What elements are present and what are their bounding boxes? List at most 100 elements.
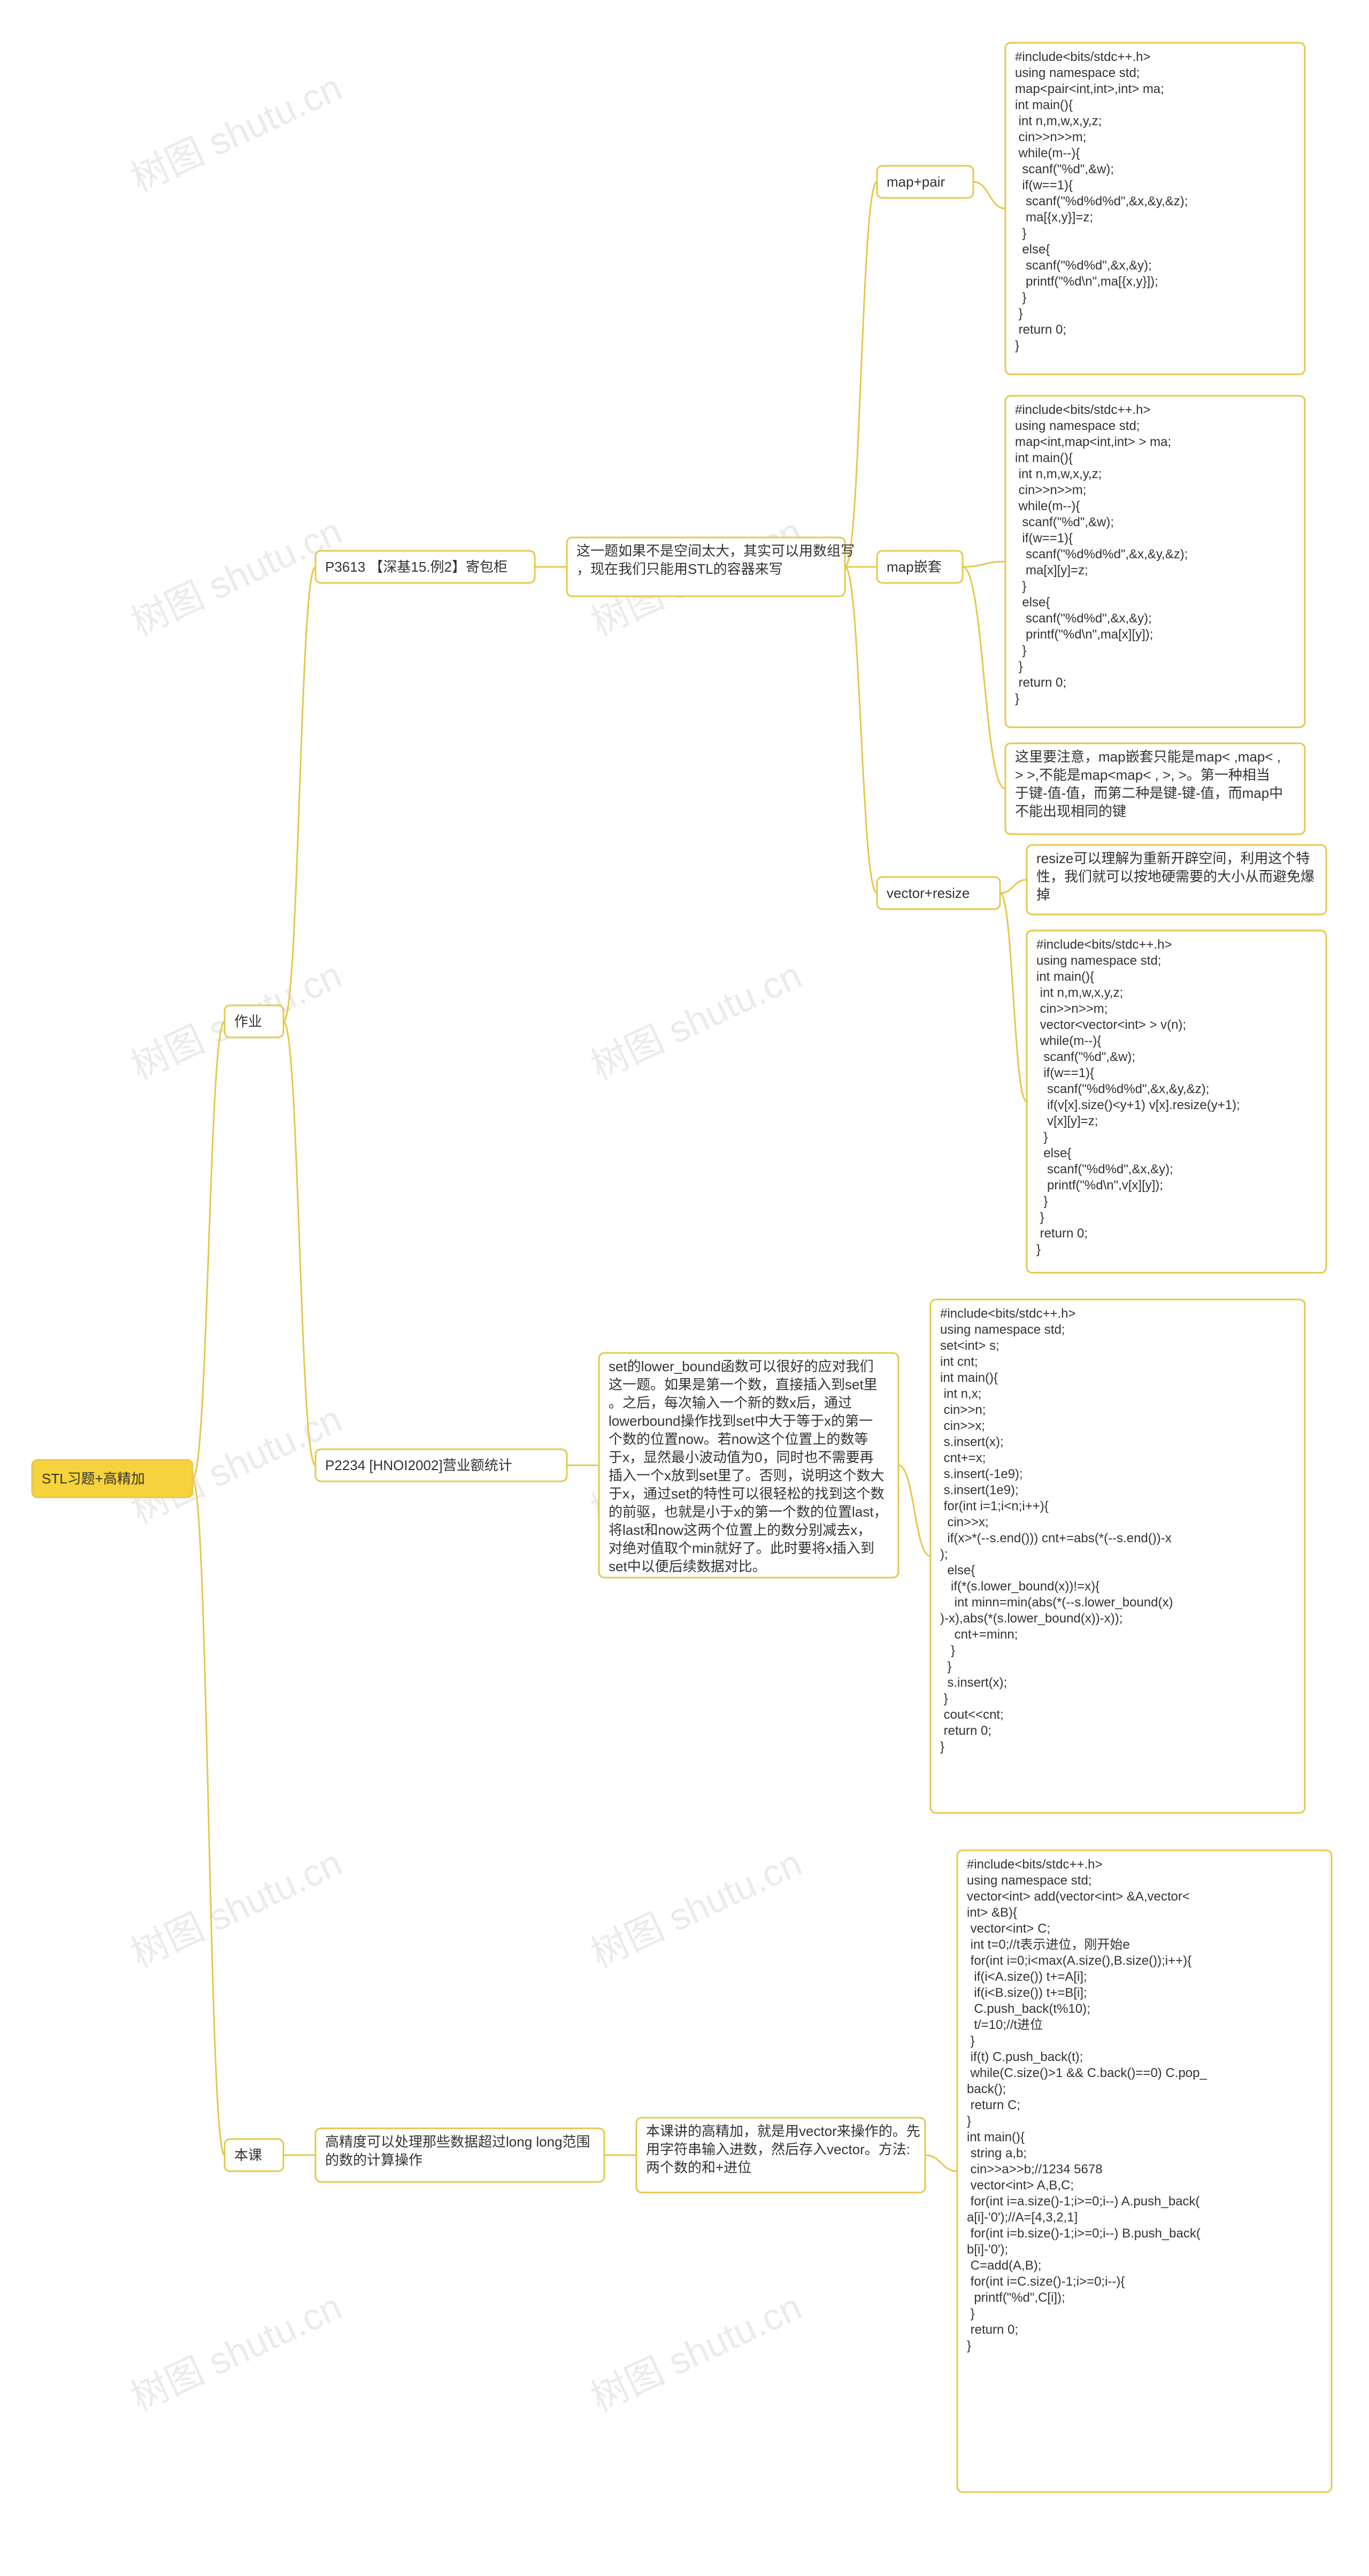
node-line: 本课讲的高精加，就是用vector来操作的。先 [646,2123,920,2139]
code-line: scanf("%d%d%d",&x,&y,&z); [1015,547,1188,562]
edge [283,567,316,1021]
node-line: 高精度可以处理那些数据超过long long范围 [325,2134,590,2150]
edge [898,1465,930,1556]
code-line: cin>>x; [940,1419,985,1433]
code-line: ma[{x,y}]=z; [1015,210,1093,225]
node-code_mp: #include<bits/stdc++.h>using namespace s… [1005,43,1305,374]
code-line: if(w==1){ [1015,531,1073,545]
code-line: int n,m,w,x,y,z; [1015,114,1102,128]
node-line: 这里要注意，map嵌套只能是map< ,map< , [1015,749,1281,765]
code-line: vector<int> C; [967,1921,1050,1936]
code-line: int main(){ [940,1371,998,1385]
code-line: } [1036,1194,1048,1209]
node-line: 插入一个x放到set里了。否则，说明这个数大 [609,1467,885,1483]
code-line: cin>>a>>b;//1234 5678 [967,2162,1103,2177]
code-line: int main(){ [1036,970,1094,984]
node-label: map嵌套 [887,559,942,575]
node-hp_d2: 本课讲的高精加，就是用vector来操作的。先用字符串输入进数，然后存入vect… [636,2118,925,2193]
code-line: if(i<B.size()) t+=B[i]; [967,1986,1087,2000]
code-line: } [1015,290,1026,305]
node-map_nest: map嵌套 [877,551,963,583]
code-line: } [1036,1242,1041,1257]
code-line: if(w==1){ [1036,1066,1094,1080]
node-p2234: P2234 [HNOI2002]营业额统计 [316,1449,567,1481]
watermark-text: 树图 shutu.cn [584,1842,807,1975]
node-root: STL习题+高精加 [32,1460,193,1497]
code-line: cin>>n; [940,1403,986,1417]
code-line: vector<int> add(vector<int> &A,vector< [967,1889,1190,1904]
code-line: t/=10;//t进位 [967,2018,1043,2032]
code-line: cin>>n>>m; [1015,483,1086,497]
edge [845,182,877,567]
code-line: map<pair<int,int>,int> ma; [1015,82,1164,96]
code-line: string a,b; [967,2146,1027,2160]
code-line: if(*(s.lower_bound(x))!=x){ [940,1579,1099,1594]
code-line: else{ [940,1563,975,1578]
code-line: } [940,1659,951,1674]
node-label: 本课 [234,2147,262,2163]
code-line: set<int> s; [940,1339,999,1353]
watermark-text: 树图 shutu.cn [125,2286,348,2419]
code-line: C=add(A,B); [967,2258,1041,2273]
watermark-text: 树图 shutu.cn [125,66,348,200]
code-line: a[i]-'0');//A=[4,3,2,1] [967,2210,1078,2225]
code-line: } [1036,1130,1048,1144]
code-line: return 0; [1036,1226,1088,1241]
code-line: scanf("%d%d",&x,&y); [1036,1162,1173,1176]
code-line: #include<bits/stdc++.h> [967,1857,1103,1872]
node-line: 性，我们就可以按地硬需要的大小从而避免爆 [1036,868,1314,885]
node-line: 。之后，每次输入一个新的数x后，通过 [609,1395,852,1411]
edge [193,1021,225,1479]
node-hp_d: 高精度可以处理那些数据超过long long范围的数的计算操作 [316,2128,604,2182]
code-line: int n,m,w,x,y,z; [1036,986,1123,1000]
code-line: map<int,map<int,int> > ma; [1015,435,1171,449]
code-line: )-x),abs(*(s.lower_bound(x))-x)); [940,1611,1122,1626]
code-line: if(i<A.size()) t+=A[i]; [967,1970,1087,1984]
node-label: map+pair [887,174,945,190]
node-map_pair: map+pair [877,166,973,198]
node-label: vector+resize [887,885,970,901]
code-line: } [1015,306,1023,321]
watermark-text: 树图 shutu.cn [584,954,807,1088]
code-line: using namespace std; [1015,419,1140,433]
node-note_mn: 这里要注意，map嵌套只能是map< ,map< ,> >,不能是map<map… [1005,743,1305,834]
edge [283,1021,316,1465]
code-line: if(v[x].size()<y+1) v[x].resize(y+1); [1036,1098,1240,1112]
code-line: scanf("%d%d",&x,&y); [1015,611,1152,626]
node-line: 这一题如果不是空间太大，其实可以用数组写 [576,543,855,559]
code-line: return 0; [940,1724,991,1738]
code-line: printf("%d",C[i]); [967,2290,1065,2305]
code-line: s.insert(x); [940,1435,1004,1449]
code-line: } [1015,691,1019,706]
code-line: for(int i=0;i<max(A.size(),B.size());i++… [967,1954,1191,1968]
code-line: int n,m,w,x,y,z; [1015,467,1102,481]
code-line: back(); [967,2082,1006,2096]
node-p3613_d: 这一题如果不是空间太大，其实可以用数组写，现在我们只能用STL的容器来写 [567,537,855,596]
node-line: 用字符串输入进数，然后存入vector。方法: [646,2141,910,2157]
node-code_p2234: #include<bits/stdc++.h>using namespace s… [930,1299,1305,1813]
node-line: 两个数的和+进位 [646,2159,751,2175]
code-line: } [967,2114,971,2128]
code-line: int cnt; [940,1355,978,1369]
code-line: return 0; [967,2323,1018,2337]
code-line: printf("%d\n",ma[{x,y}]); [1015,274,1158,289]
node-line: 对绝对值取个min就好了。此时要将x插入到 [609,1540,874,1556]
code-line: } [1036,1210,1044,1225]
node-label: P2234 [HNOI2002]营业额统计 [325,1457,512,1473]
code-line: else{ [1015,242,1050,257]
code-line: #include<bits/stdc++.h> [1036,937,1172,952]
node-line: 于x，通过set的特性可以很轻松的找到这个数 [609,1486,885,1502]
node-code_mn: #include<bits/stdc++.h>using namespace s… [1005,396,1305,727]
code-line: int main(){ [967,2130,1025,2144]
code-line: while(m--){ [1015,499,1080,513]
node-label: 作业 [234,1013,262,1029]
node-line: lowerbound操作找到set中大于等于x的第一 [609,1413,873,1429]
edge [963,567,1005,789]
code-line: scanf("%d",&w); [1036,1050,1135,1064]
code-line: } [940,1740,944,1754]
code-line: ); [940,1547,948,1562]
code-line: cin>>n>>m; [1036,1002,1107,1016]
code-line: if(x>*(--s.end())) cnt+=abs(*(--s.end())… [940,1531,1172,1545]
code-line: while(C.size()>1 && C.back()==0) C.pop_ [967,2066,1207,2080]
code-line: b[i]-'0'); [967,2242,1008,2257]
